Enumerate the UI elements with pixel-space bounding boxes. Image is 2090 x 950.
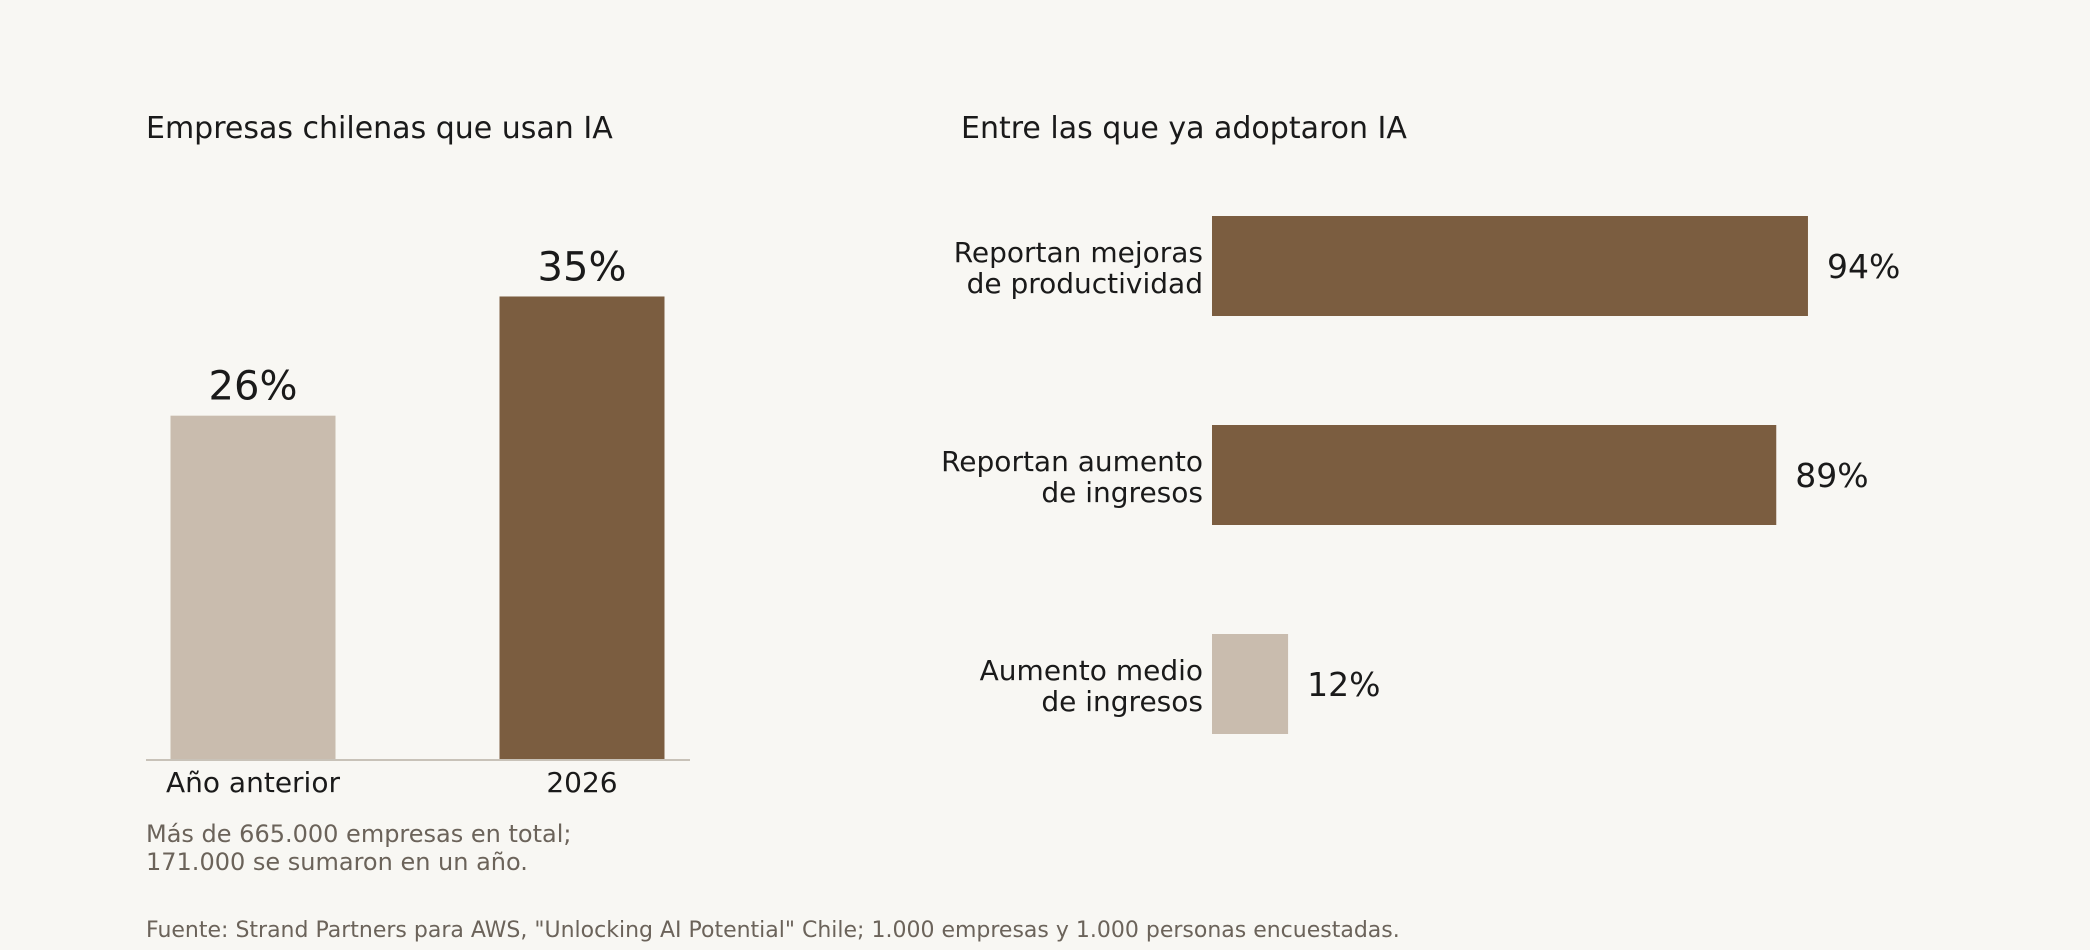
right-chart: Entre las que ya adoptaron IA 94% Reporta… <box>941 111 1900 734</box>
right-category-label-0-line-1: de productividad <box>967 267 1203 300</box>
right-chart-title: Entre las que ya adoptaron IA <box>961 111 1407 146</box>
right-bar-value-label-0: 94% <box>1827 247 1900 286</box>
right-bar-value-label-2: 12% <box>1307 665 1380 704</box>
right-bar-0 <box>1212 216 1808 316</box>
right-category-label-2-line-1: de ingresos <box>1041 685 1203 718</box>
left-bars-group: 26% Año anterior 35% 2026 <box>166 244 665 799</box>
left-note-line-1: Más de 665.000 empresas en total; <box>146 820 571 848</box>
right-category-label-1-line-1: de ingresos <box>1041 476 1203 509</box>
left-category-label-0: Año anterior <box>166 766 340 799</box>
right-bar-value-label-1: 89% <box>1795 456 1868 495</box>
right-category-label-2-line-0: Aumento medio <box>980 654 1203 687</box>
left-bar-0 <box>170 415 336 760</box>
left-chart-title: Empresas chilenas que usan IA <box>146 111 613 146</box>
left-chart: Empresas chilenas que usan IA 26% Año ant… <box>146 111 690 876</box>
left-bar-value-label-1: 35% <box>538 244 627 290</box>
right-category-label-0-line-0: Reportan mejoras <box>954 236 1203 269</box>
left-note-line-2: 171.000 se sumaron en un año. <box>146 848 528 876</box>
left-bar-1 <box>499 296 665 760</box>
right-category-label-1-line-0: Reportan aumento <box>941 445 1203 478</box>
source-note: Fuente: Strand Partners para AWS, "Unloc… <box>146 918 1400 943</box>
left-category-label-1: 2026 <box>546 766 617 799</box>
right-bar-2 <box>1212 634 1289 734</box>
left-bar-value-label-0: 26% <box>209 364 298 410</box>
right-bar-1 <box>1212 425 1777 525</box>
